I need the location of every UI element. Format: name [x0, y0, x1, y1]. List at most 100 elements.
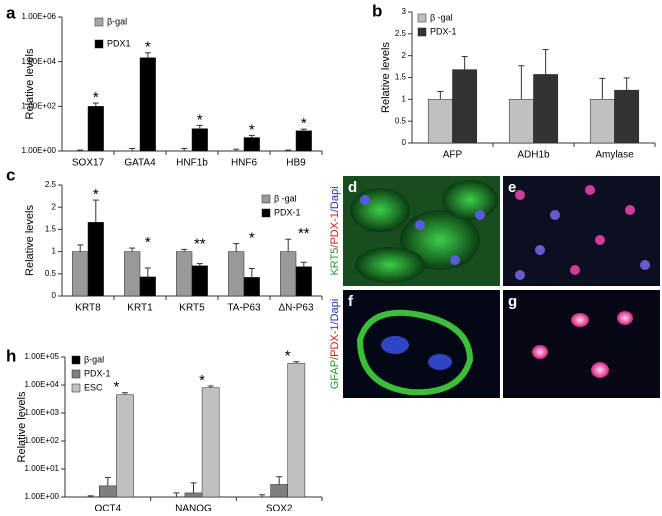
- error-bar: [623, 77, 630, 91]
- bar: [243, 137, 260, 152]
- significance-star: *: [301, 115, 307, 132]
- x-tick-label: ADH1b: [517, 150, 550, 161]
- error-bar: [207, 385, 214, 388]
- error-bar: [518, 65, 525, 100]
- y-tick-label: 1.00E+06: [22, 12, 57, 21]
- panel-letter: f: [348, 293, 354, 310]
- label-part: KRT5: [329, 248, 341, 276]
- y-tick-label: 1.5: [45, 225, 57, 234]
- y-tick-label: 1.5: [395, 73, 407, 82]
- significance-star: **: [194, 235, 206, 252]
- error-bar: [196, 124, 203, 129]
- x-tick-label: SOX2: [266, 504, 293, 511]
- error-bar: [181, 248, 188, 252]
- y-tick-label: 1.00E+02: [25, 436, 60, 445]
- legend-label: PDX-1: [274, 207, 301, 217]
- significance-star: **: [298, 225, 310, 242]
- legend-swatch: [94, 39, 104, 49]
- y-tick-label: 0.5: [395, 116, 407, 125]
- error-bar: [293, 361, 300, 364]
- legend-swatch: [94, 17, 104, 27]
- legend-label: β-gal: [107, 16, 127, 26]
- x-tick-label: HB9: [286, 158, 306, 169]
- x-tick-label: GATA4: [124, 158, 156, 169]
- panel-letter: g: [508, 293, 517, 310]
- bar: [243, 277, 260, 297]
- label-part: /Dapi: [329, 186, 341, 212]
- error-bar: [77, 149, 84, 151]
- y-axis-label: Relative levels: [24, 48, 36, 119]
- legend-swatch: [417, 13, 427, 23]
- bar: [589, 99, 615, 144]
- error-bar: [77, 244, 84, 252]
- y-tick-label: 2: [402, 51, 407, 60]
- bar: [201, 387, 220, 498]
- y-tick-label: 1.00E+02: [22, 101, 57, 110]
- legend-swatch: [417, 27, 427, 37]
- significance-star: *: [113, 379, 119, 396]
- micrograph-d: [343, 176, 500, 286]
- bar: [99, 485, 117, 498]
- error-bar: [190, 482, 197, 493]
- y-tick-label: 1.00E+04: [22, 57, 57, 66]
- micrograph-f: [343, 290, 500, 398]
- panel-letter: d: [348, 179, 357, 196]
- y-tick-label: 1.00E+05: [25, 352, 60, 361]
- side-label: KRT5/PDX-1/Dapi: [329, 186, 341, 275]
- y-tick-label: 2: [52, 202, 57, 211]
- significance-star: *: [145, 234, 151, 251]
- error-bar: [259, 494, 266, 497]
- y-tick-label: 1.00E+03: [25, 408, 60, 417]
- bar: [270, 484, 288, 498]
- legend-label: PDX1: [107, 38, 131, 48]
- error-bar: [144, 52, 151, 58]
- significance-star: *: [285, 348, 291, 365]
- error-bar: [173, 492, 180, 497]
- significance-star: *: [249, 230, 255, 247]
- significance-star: *: [93, 186, 99, 203]
- x-tick-label: KRT5: [179, 303, 205, 314]
- y-axis-label: Relative levels: [380, 42, 392, 113]
- error-bar: [300, 261, 307, 267]
- label-part: GFAP: [329, 360, 341, 389]
- y-tick-label: 1.00E+00: [22, 146, 57, 155]
- error-bar: [87, 495, 94, 497]
- label-part: /PDX-1: [329, 324, 341, 359]
- legend-swatch: [261, 208, 271, 218]
- bar: [427, 99, 453, 144]
- legend-label: β -gal: [430, 12, 453, 22]
- bar: [87, 222, 104, 297]
- panel-letter: b: [372, 1, 382, 20]
- error-bar: [285, 149, 292, 151]
- significance-star: *: [249, 121, 255, 138]
- bar: [72, 251, 89, 297]
- side-label: GFAP/PDX-1/Dapi: [329, 299, 341, 390]
- bar: [87, 106, 104, 152]
- legend-label: β-gal: [84, 354, 104, 364]
- error-bar: [276, 476, 283, 485]
- bar: [139, 276, 156, 297]
- micrograph-g: [503, 290, 660, 398]
- y-tick-label: 1.00E+00: [25, 492, 60, 501]
- y-tick-label: 0: [402, 138, 407, 147]
- error-bar: [300, 128, 307, 131]
- y-tick-label: 2.5: [395, 29, 407, 38]
- legend-swatch: [71, 383, 81, 393]
- bar: [228, 251, 245, 297]
- y-tick-label: 3: [402, 7, 407, 16]
- error-bar: [196, 263, 203, 266]
- micrograph-e: [503, 176, 660, 286]
- error-bar: [542, 49, 549, 75]
- bar: [116, 394, 134, 498]
- bar: [533, 74, 559, 144]
- error-bar: [437, 90, 444, 100]
- legend-label: PDX-1: [84, 368, 111, 378]
- error-bar: [104, 476, 111, 486]
- error-bar: [248, 267, 255, 278]
- significance-star: *: [93, 89, 99, 106]
- bar: [452, 69, 478, 144]
- error-bar: [233, 243, 240, 252]
- y-tick-label: 1: [402, 94, 407, 103]
- y-axis-label: Relative levels: [16, 391, 28, 462]
